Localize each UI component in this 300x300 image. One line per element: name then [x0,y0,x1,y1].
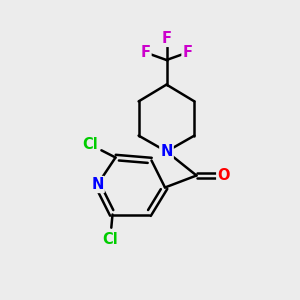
Text: F: F [140,45,151,60]
Text: Cl: Cl [82,137,98,152]
Text: F: F [182,45,193,60]
Text: Cl: Cl [102,232,118,247]
Text: F: F [161,31,172,46]
Text: N: N [160,144,173,159]
Text: N: N [91,177,104,192]
Text: O: O [217,168,230,183]
